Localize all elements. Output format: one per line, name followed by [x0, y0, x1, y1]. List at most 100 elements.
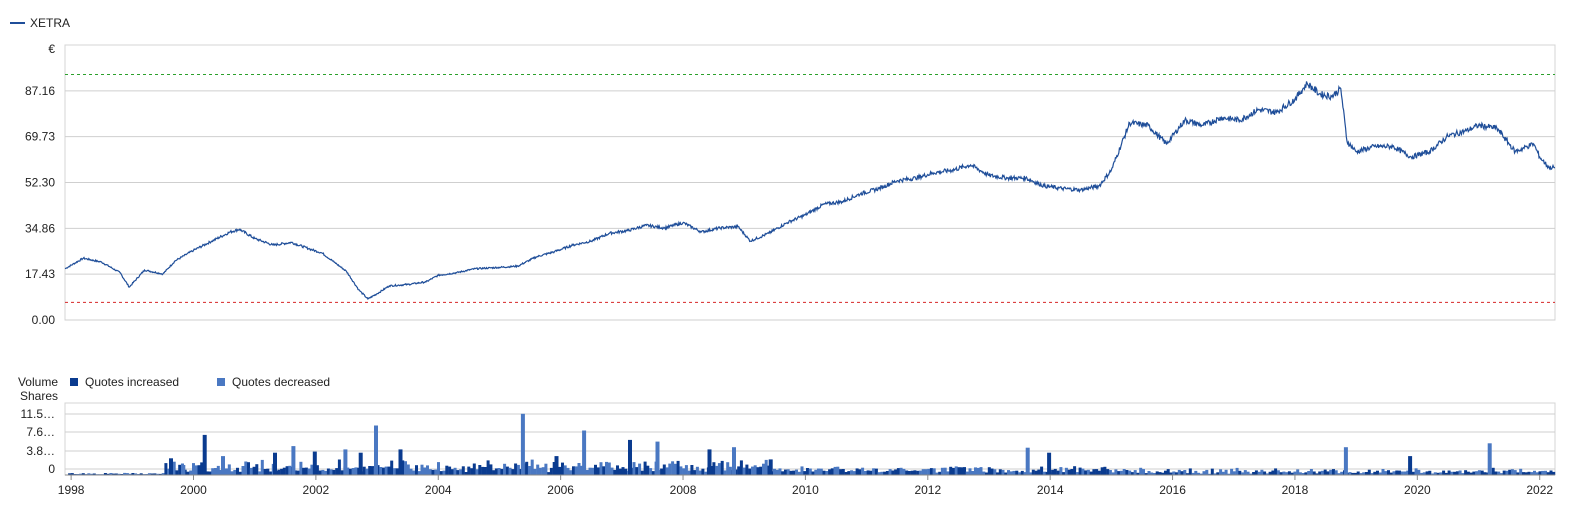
- volume-bar: [808, 468, 812, 475]
- legend-label-xetra[interactable]: XETRA: [30, 16, 70, 30]
- volume-bar: [478, 465, 482, 475]
- volume-bar: [1004, 472, 1008, 475]
- price-axis-unit: €: [48, 42, 55, 56]
- volume-bar: [643, 461, 647, 475]
- volume-bar: [1420, 472, 1424, 475]
- volume-bar: [1433, 472, 1437, 475]
- price-y-tick-label: 17.43: [25, 267, 55, 281]
- volume-bar: [1114, 469, 1118, 475]
- volume-bar: [745, 464, 749, 475]
- volume-bar: [952, 467, 955, 475]
- volume-bar: [282, 467, 286, 475]
- volume-bar: [1037, 469, 1041, 475]
- volume-bar: [1164, 470, 1167, 475]
- legend-label-decreased[interactable]: Quotes decreased: [232, 375, 330, 389]
- volume-bar: [1073, 466, 1077, 475]
- volume-bar: [1089, 471, 1093, 475]
- volume-bar: [547, 472, 551, 475]
- volume-bar: [280, 468, 284, 475]
- volume-bar: [307, 468, 311, 475]
- volume-bar: [1436, 472, 1440, 475]
- volume-bar: [1530, 472, 1534, 475]
- volume-bar: [1510, 469, 1514, 475]
- volume-bar: [125, 473, 129, 475]
- volume-bar: [635, 467, 639, 475]
- volume-bar: [374, 425, 378, 475]
- volume-bar: [613, 469, 617, 475]
- volume-bar: [1282, 471, 1286, 475]
- volume-bar: [398, 449, 403, 475]
- volume-bar: [993, 469, 997, 475]
- volume-bar: [844, 472, 848, 475]
- volume-bar: [90, 473, 94, 475]
- volume-bar: [628, 439, 632, 475]
- x-tick-label: 1998: [58, 483, 85, 497]
- volume-title: Volume: [18, 375, 58, 389]
- volume-bar: [434, 469, 438, 475]
- volume-bar: [1249, 473, 1253, 475]
- volume-bar: [1020, 470, 1024, 475]
- volume-bar: [693, 470, 697, 475]
- volume-bar: [748, 468, 752, 475]
- volume-bar: [103, 473, 107, 475]
- volume-bar: [899, 467, 903, 475]
- volume-bar: [1205, 469, 1209, 475]
- volume-bar: [483, 467, 487, 475]
- volume-bar: [1012, 470, 1016, 475]
- volume-bar: [695, 466, 699, 475]
- volume-bar: [704, 471, 708, 475]
- volume-bar: [404, 461, 407, 475]
- x-tick-label: 2014: [1037, 483, 1064, 497]
- volume-bar: [963, 467, 966, 475]
- volume-bar: [651, 471, 655, 475]
- volume-bar: [1202, 471, 1206, 475]
- volume-bar: [1475, 471, 1479, 475]
- volume-bar: [822, 470, 826, 475]
- volume-bar: [803, 471, 807, 475]
- volume-bar: [1354, 472, 1357, 475]
- volume-bar: [475, 469, 479, 475]
- volume-bar: [684, 465, 688, 475]
- volume-bar: [1376, 470, 1379, 475]
- volume-bar: [354, 467, 358, 475]
- volume-bar: [423, 467, 427, 475]
- volume-bar: [448, 466, 452, 475]
- volume-bar: [869, 470, 873, 475]
- volume-bar: [390, 460, 394, 475]
- volume-bar: [762, 463, 765, 475]
- volume-bar: [486, 460, 490, 475]
- volume-bar: [1487, 443, 1492, 475]
- volume-bar: [594, 464, 597, 475]
- volume-bar: [536, 464, 540, 475]
- volume-bar: [428, 469, 432, 475]
- volume-bar: [1403, 471, 1407, 475]
- volume-bar: [1029, 472, 1033, 475]
- volume-bar: [935, 472, 939, 475]
- volume-bar: [1524, 472, 1528, 475]
- volume-bar: [492, 470, 496, 475]
- volume-bar: [192, 463, 195, 475]
- volume-bar: [525, 461, 529, 475]
- volume-bar: [1111, 472, 1115, 475]
- volume-bar: [940, 467, 944, 475]
- volume-bar: [1075, 472, 1079, 475]
- volume-bar: [715, 465, 719, 475]
- volume-bar: [1334, 470, 1338, 475]
- volume-bar: [946, 471, 950, 475]
- volume-bar: [1337, 473, 1341, 475]
- x-tick-label: 2004: [425, 483, 452, 497]
- volume-bar: [1414, 468, 1418, 475]
- volume-bar: [1191, 472, 1195, 475]
- volume-bar: [1499, 473, 1503, 475]
- volume-bar: [679, 466, 683, 475]
- volume-bar: [764, 459, 768, 475]
- volume-bar: [263, 469, 267, 475]
- volume-bar: [814, 469, 818, 475]
- volume-bar: [167, 468, 171, 475]
- volume-bar: [1315, 473, 1319, 475]
- volume-bar: [249, 467, 253, 475]
- legend-label-increased[interactable]: Quotes increased: [85, 375, 179, 389]
- volume-bar: [1428, 470, 1432, 475]
- volume-bar: [1304, 472, 1308, 475]
- price-y-tick-label: 69.73: [25, 130, 55, 144]
